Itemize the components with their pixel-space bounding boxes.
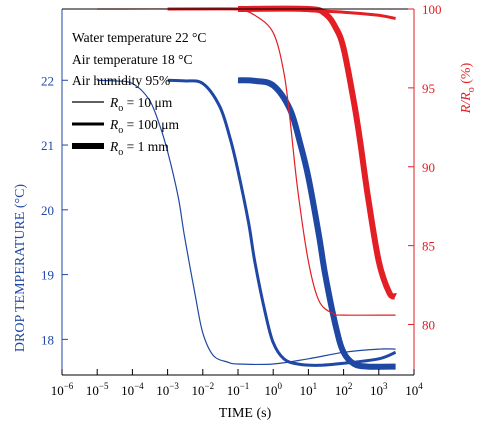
x-tick-label-exp-9: 3 — [383, 381, 388, 391]
y-right-tick-label-1: 85 — [422, 239, 435, 254]
radius-series-line-5 — [237, 5, 397, 300]
y-right-tick-label-4: 100 — [422, 2, 442, 17]
x-tick-label-exp-8: 2 — [348, 381, 353, 391]
x-tick-label-exp-6: 0 — [277, 381, 282, 391]
x-tick-label-exp-0: −6 — [64, 381, 74, 391]
legend-label-100um-sub: o — [118, 125, 123, 136]
x-tick-label-base-8: 10 — [335, 383, 348, 398]
x-tick-label-base-4: 10 — [192, 383, 205, 398]
x-tick-label-5: 10−1 — [227, 381, 250, 398]
legend-item-100um: Ro = 100 μm — [72, 117, 179, 136]
x-tick-label-base-0: 10 — [51, 383, 64, 398]
x-tick-label-7: 101 — [300, 381, 318, 398]
y-axis-label-right-r: R/R — [459, 92, 474, 114]
x-tick-label-exp-7: 1 — [313, 381, 318, 391]
legend-label-1mm-sub: o — [118, 147, 123, 158]
x-tick-label-10: 104 — [405, 381, 423, 398]
annotations: Water temperature 22 °C Air temperature … — [72, 30, 206, 88]
y-right-tick-label-2: 90 — [422, 160, 435, 175]
x-tick-label-0: 10−6 — [51, 381, 74, 398]
annotation-air-humidity: Air humidity 95% — [72, 73, 170, 88]
legend-label-1mm: Ro = 1 mm — [109, 139, 169, 158]
legend-label-10um-r: R — [109, 95, 119, 110]
x-tick-label-base-6: 10 — [264, 383, 277, 398]
y-right-tick-label-3: 95 — [422, 81, 435, 96]
y-left-tick-label-0: 18 — [41, 332, 54, 347]
x-tick-label-base-5: 10 — [227, 383, 240, 398]
x-tick-label-base-1: 10 — [86, 383, 99, 398]
y-axis-label-right-unit: (%) — [459, 62, 474, 87]
x-tick-label-exp-10: 4 — [418, 381, 423, 391]
x-tick-label-base-9: 10 — [370, 383, 383, 398]
x-tick-label-exp-3: −3 — [169, 381, 179, 391]
x-tick-label-base-7: 10 — [300, 383, 313, 398]
y-right-tick-label-0: 80 — [422, 318, 435, 333]
x-axis-label: TIME (s) — [219, 406, 272, 421]
legend: Ro = 10 μm Ro = 100 μm Ro = 1 mm — [72, 95, 179, 158]
legend-label-100um-r: R — [109, 117, 119, 132]
legend-label-10um-value: = 10 μm — [123, 95, 172, 110]
x-tick-label-2: 10−4 — [121, 381, 144, 398]
legend-label-1mm-r: R — [109, 139, 119, 154]
x-tick-label-exp-4: −2 — [205, 381, 215, 391]
y-axis-label-left: DROP TEMPERATURE (°C) — [13, 184, 28, 353]
legend-label-10um: Ro = 10 μm — [109, 95, 173, 114]
y-left-tick-label-4: 22 — [41, 73, 54, 88]
y-axis-label-right: R/Ro (%) — [459, 62, 477, 114]
temperature-series-line-1 — [167, 78, 397, 367]
x-tick-label-base-10: 10 — [405, 383, 418, 398]
y-axis-label-right-sub: o — [466, 87, 477, 92]
annotation-water-temperature: Water temperature 22 °C — [72, 30, 206, 45]
x-tick-label-exp-2: −4 — [134, 381, 144, 391]
temperature-series-line-2 — [237, 77, 396, 370]
legend-item-10um: Ro = 10 μm — [72, 95, 173, 114]
legend-item-1mm: Ro = 1 mm — [72, 139, 169, 158]
axes-layer: 10−6 10−5 10−4 10−3 10−2 10−1 100 101 102 103 1041… — [41, 2, 442, 398]
x-tick-label-9: 103 — [370, 381, 388, 398]
x-tick-label-exp-1: −5 — [99, 381, 109, 391]
y-left-tick-label-2: 20 — [41, 203, 54, 218]
y-left-tick-label-3: 21 — [41, 138, 54, 153]
x-tick-label-3: 10−3 — [156, 381, 179, 398]
y-left-tick-label-1: 19 — [41, 268, 54, 283]
x-tick-label-base-2: 10 — [121, 383, 134, 398]
legend-label-100um: Ro = 100 μm — [109, 117, 179, 136]
x-tick-label-4: 10−2 — [192, 381, 215, 398]
x-tick-label-base-3: 10 — [156, 383, 169, 398]
legend-label-1mm-value: = 1 mm — [123, 139, 169, 154]
legend-label-100um-value: = 100 μm — [123, 117, 179, 132]
temperature-series-line-0 — [97, 79, 396, 366]
legend-label-10um-sub: o — [118, 103, 123, 114]
x-tick-label-1: 10−5 — [86, 381, 109, 398]
x-tick-label-exp-5: −1 — [240, 381, 250, 391]
x-tick-label-8: 102 — [335, 381, 353, 398]
annotation-air-temperature: Air temperature 18 °C — [72, 52, 193, 67]
x-tick-label-6: 100 — [264, 381, 282, 398]
